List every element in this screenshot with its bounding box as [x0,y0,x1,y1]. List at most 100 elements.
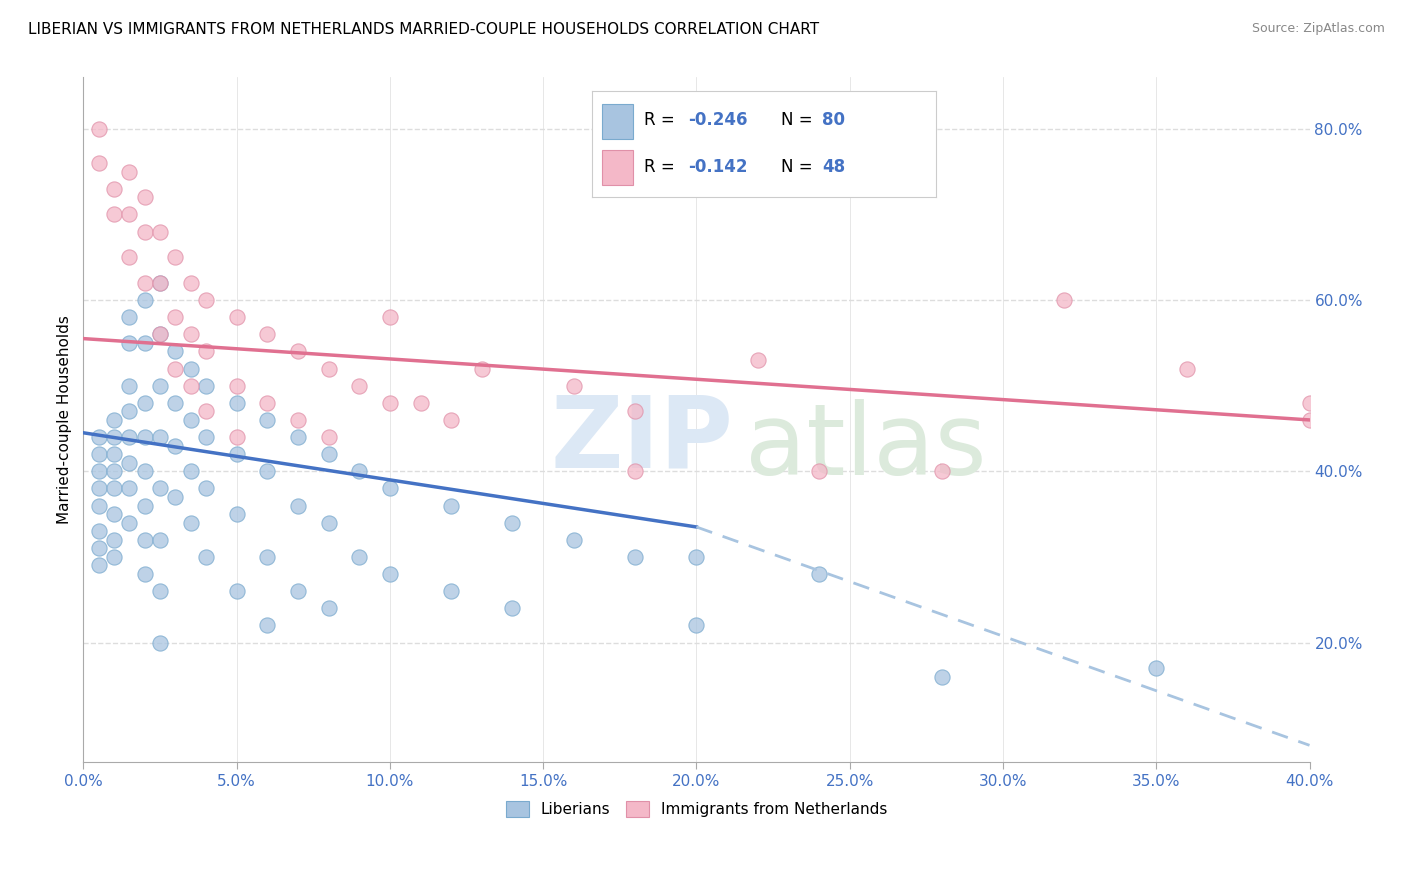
Point [118,335,141,350]
Point [378,310,401,325]
Point [194,404,217,418]
Point [378,482,401,496]
Point [149,584,172,599]
Point [256,327,278,342]
Point [134,293,156,307]
Point [134,276,156,290]
Point [118,164,141,178]
Point [149,533,172,547]
Point [180,361,202,376]
Point [194,549,217,564]
Legend: Liberians, Immigrants from Netherlands: Liberians, Immigrants from Netherlands [499,795,893,823]
Point [562,533,585,547]
Point [194,344,217,359]
Point [440,413,463,427]
Point [440,584,463,599]
Point [165,439,187,453]
Point [347,378,370,392]
Point [225,378,247,392]
Point [256,396,278,410]
Point [134,430,156,444]
Point [103,482,125,496]
Point [562,378,585,392]
Point [103,533,125,547]
Point [87,121,110,136]
Point [87,430,110,444]
Point [440,499,463,513]
Point [180,327,202,342]
Point [103,182,125,196]
Point [318,516,340,530]
Point [149,327,172,342]
Point [134,190,156,204]
Point [931,670,953,684]
Point [256,618,278,632]
Point [747,353,769,368]
Point [318,430,340,444]
Point [118,250,141,264]
Point [118,456,141,470]
Point [225,430,247,444]
Point [287,413,309,427]
Point [149,327,172,342]
Point [103,207,125,221]
Point [624,404,647,418]
Point [501,516,523,530]
Point [180,516,202,530]
Point [87,464,110,478]
Point [134,335,156,350]
Point [165,490,187,504]
Point [118,310,141,325]
Point [134,533,156,547]
Point [118,482,141,496]
Point [931,464,953,478]
Point [287,344,309,359]
Point [87,499,110,513]
Point [87,541,110,556]
Point [103,507,125,521]
Point [318,601,340,615]
Point [1298,413,1320,427]
Point [808,464,831,478]
Point [149,635,172,649]
Point [165,310,187,325]
Point [149,430,172,444]
Point [165,396,187,410]
Point [118,207,141,221]
Text: atlas: atlas [745,399,987,496]
Point [624,549,647,564]
Point [118,378,141,392]
Point [149,482,172,496]
Point [1144,661,1167,675]
Point [1175,361,1198,376]
Point [624,464,647,478]
Point [808,567,831,582]
Point [287,499,309,513]
Point [118,404,141,418]
Point [103,413,125,427]
Point [194,293,217,307]
Point [103,549,125,564]
Point [87,447,110,461]
Point [225,447,247,461]
Point [149,225,172,239]
Point [194,482,217,496]
Point [409,396,432,410]
Point [149,276,172,290]
Point [180,413,202,427]
Point [194,430,217,444]
Point [149,378,172,392]
Point [501,601,523,615]
Text: ZIP: ZIP [550,392,733,489]
Point [180,378,202,392]
Point [378,396,401,410]
Point [225,584,247,599]
Point [287,584,309,599]
Point [165,250,187,264]
Text: Source: ZipAtlas.com: Source: ZipAtlas.com [1251,22,1385,36]
Point [118,516,141,530]
Point [180,464,202,478]
Point [347,549,370,564]
Point [87,482,110,496]
Point [194,378,217,392]
